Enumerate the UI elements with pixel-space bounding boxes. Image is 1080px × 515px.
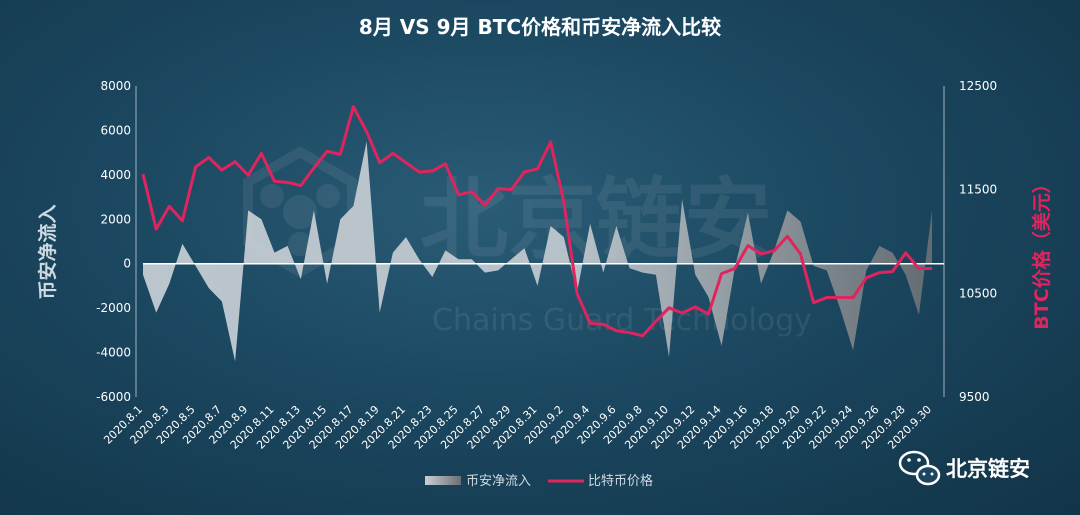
y-axis-right-label: BTC价格（美元） — [1030, 174, 1053, 329]
y-left-tick-label: -4000 — [96, 346, 131, 360]
y-right-tick-label: 10500 — [959, 286, 997, 300]
legend-label-price: 比特币价格 — [588, 473, 653, 489]
legend-label-inflow: 币安净流入 — [466, 474, 531, 489]
y-right-tick-label: 11500 — [959, 183, 997, 197]
y-left-tick-label: -2000 — [96, 301, 131, 315]
y-left-tick-label: 2000 — [100, 212, 131, 226]
brand: 北京链安 — [898, 450, 1030, 486]
x-axis: 2020.8.12020.8.32020.8.52020.8.72020.8.9… — [101, 403, 934, 452]
legend-swatch-inflow — [425, 476, 461, 485]
y-left-tick-label: 8000 — [100, 79, 131, 93]
chart-title: 8月 VS 9月 BTC价格和币安净流入比较 — [359, 15, 721, 39]
y-right-tick-label: 12500 — [959, 79, 997, 93]
legend: 币安净流入 比特币价格 — [425, 473, 653, 489]
plot-area — [141, 105, 944, 362]
series-line-price — [141, 105, 932, 338]
y-axis-left-label: 币安净流入 — [36, 204, 59, 299]
y-left-tick-label: -6000 — [96, 390, 131, 404]
y-right-tick-label: 9500 — [959, 390, 990, 404]
wechat-icon — [898, 450, 941, 486]
y-left-tick-label: 4000 — [100, 168, 131, 182]
right-axis: 12500 11500 10500 9500 — [943, 79, 997, 404]
y-left-tick-label: 6000 — [100, 123, 131, 137]
brand-label: 北京链安 — [946, 457, 1030, 481]
left-axis: 8000 6000 4000 2000 0 -2000 -4000 -6000 — [96, 79, 137, 404]
y-left-tick-label: 0 — [123, 257, 131, 271]
